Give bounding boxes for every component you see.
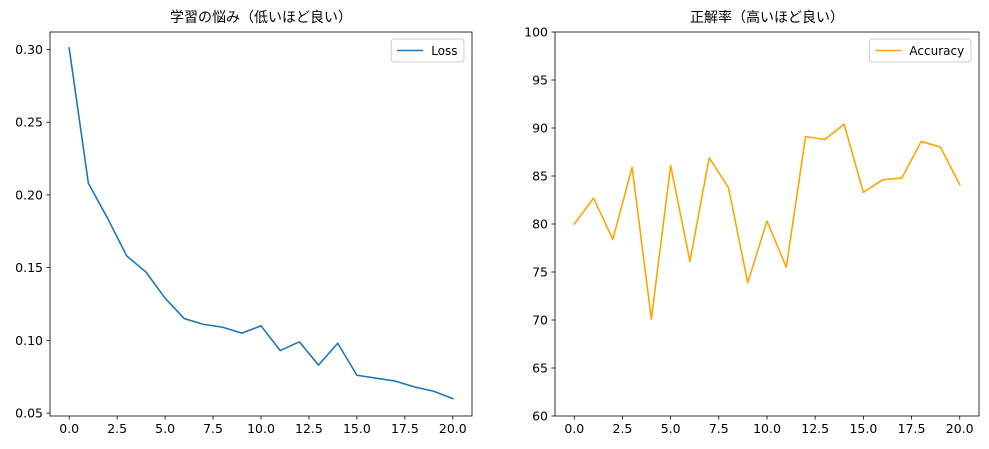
legend-label: Accuracy <box>909 44 964 58</box>
x-tick-label: 15.0 <box>849 421 877 436</box>
y-tick-label: 0.30 <box>15 42 43 57</box>
series-line-loss <box>68 47 454 400</box>
x-tick-label: 15.0 <box>343 421 371 436</box>
chart-title: 正解率（高いほど良い） <box>690 9 844 26</box>
legend-box <box>390 38 465 63</box>
y-tick-label: 60 <box>532 409 548 424</box>
x-tick-label: 17.5 <box>898 421 926 436</box>
x-tick-label: 20.0 <box>946 421 974 436</box>
plot-frame <box>49 31 473 417</box>
x-tick-label: 0.0 <box>59 421 79 436</box>
y-tick-label: 65 <box>532 361 548 376</box>
plot-frame <box>554 31 980 417</box>
legend-box <box>868 38 972 63</box>
y-tick-label: 70 <box>532 313 548 328</box>
x-tick-label: 17.5 <box>391 421 419 436</box>
series-line-accuracy <box>573 123 961 320</box>
y-tick-label: 0.20 <box>15 187 43 202</box>
x-tick-label: 5.0 <box>661 421 681 436</box>
x-tick-label: 5.0 <box>155 421 175 436</box>
x-tick-label: 7.5 <box>203 421 223 436</box>
chart-title: 学習の悩み（低いほど良い） <box>170 10 352 26</box>
y-tick-label: 90 <box>532 121 548 136</box>
x-tick-label: 2.5 <box>613 421 633 436</box>
y-tick-label: 75 <box>532 265 548 280</box>
x-tick-label: 10.0 <box>247 421 275 436</box>
y-tick-label: 85 <box>532 169 548 184</box>
x-tick-label: 0.0 <box>564 421 584 436</box>
x-tick-label: 2.5 <box>107 421 127 436</box>
x-tick-label: 12.5 <box>295 421 323 436</box>
x-tick-label: 10.0 <box>753 421 781 436</box>
y-tick-label: 0.15 <box>15 260 43 275</box>
x-tick-label: 7.5 <box>709 421 729 436</box>
y-tick-label: 0.10 <box>15 333 43 348</box>
x-tick-label: 12.5 <box>801 421 829 436</box>
y-tick-label: 0.05 <box>15 406 43 421</box>
y-tick-label: 80 <box>532 217 548 232</box>
y-tick-label: 100 <box>524 25 548 40</box>
x-tick-label: 20.0 <box>439 421 467 436</box>
chart-1: 学習の悩み（低いほど良い） 0.0 2.5 5.0 7.5 10.0 12.5 15.0 17.… <box>15 10 473 436</box>
y-tick-label: 0.25 <box>15 115 43 130</box>
legend-label: Loss <box>431 44 457 58</box>
chart-2: 正解率（高いほど良い） 0.0 2.5 5.0 7.5 10.0 12.5 15.0 17.5 2… <box>524 9 980 436</box>
y-tick-label: 95 <box>532 73 548 88</box>
